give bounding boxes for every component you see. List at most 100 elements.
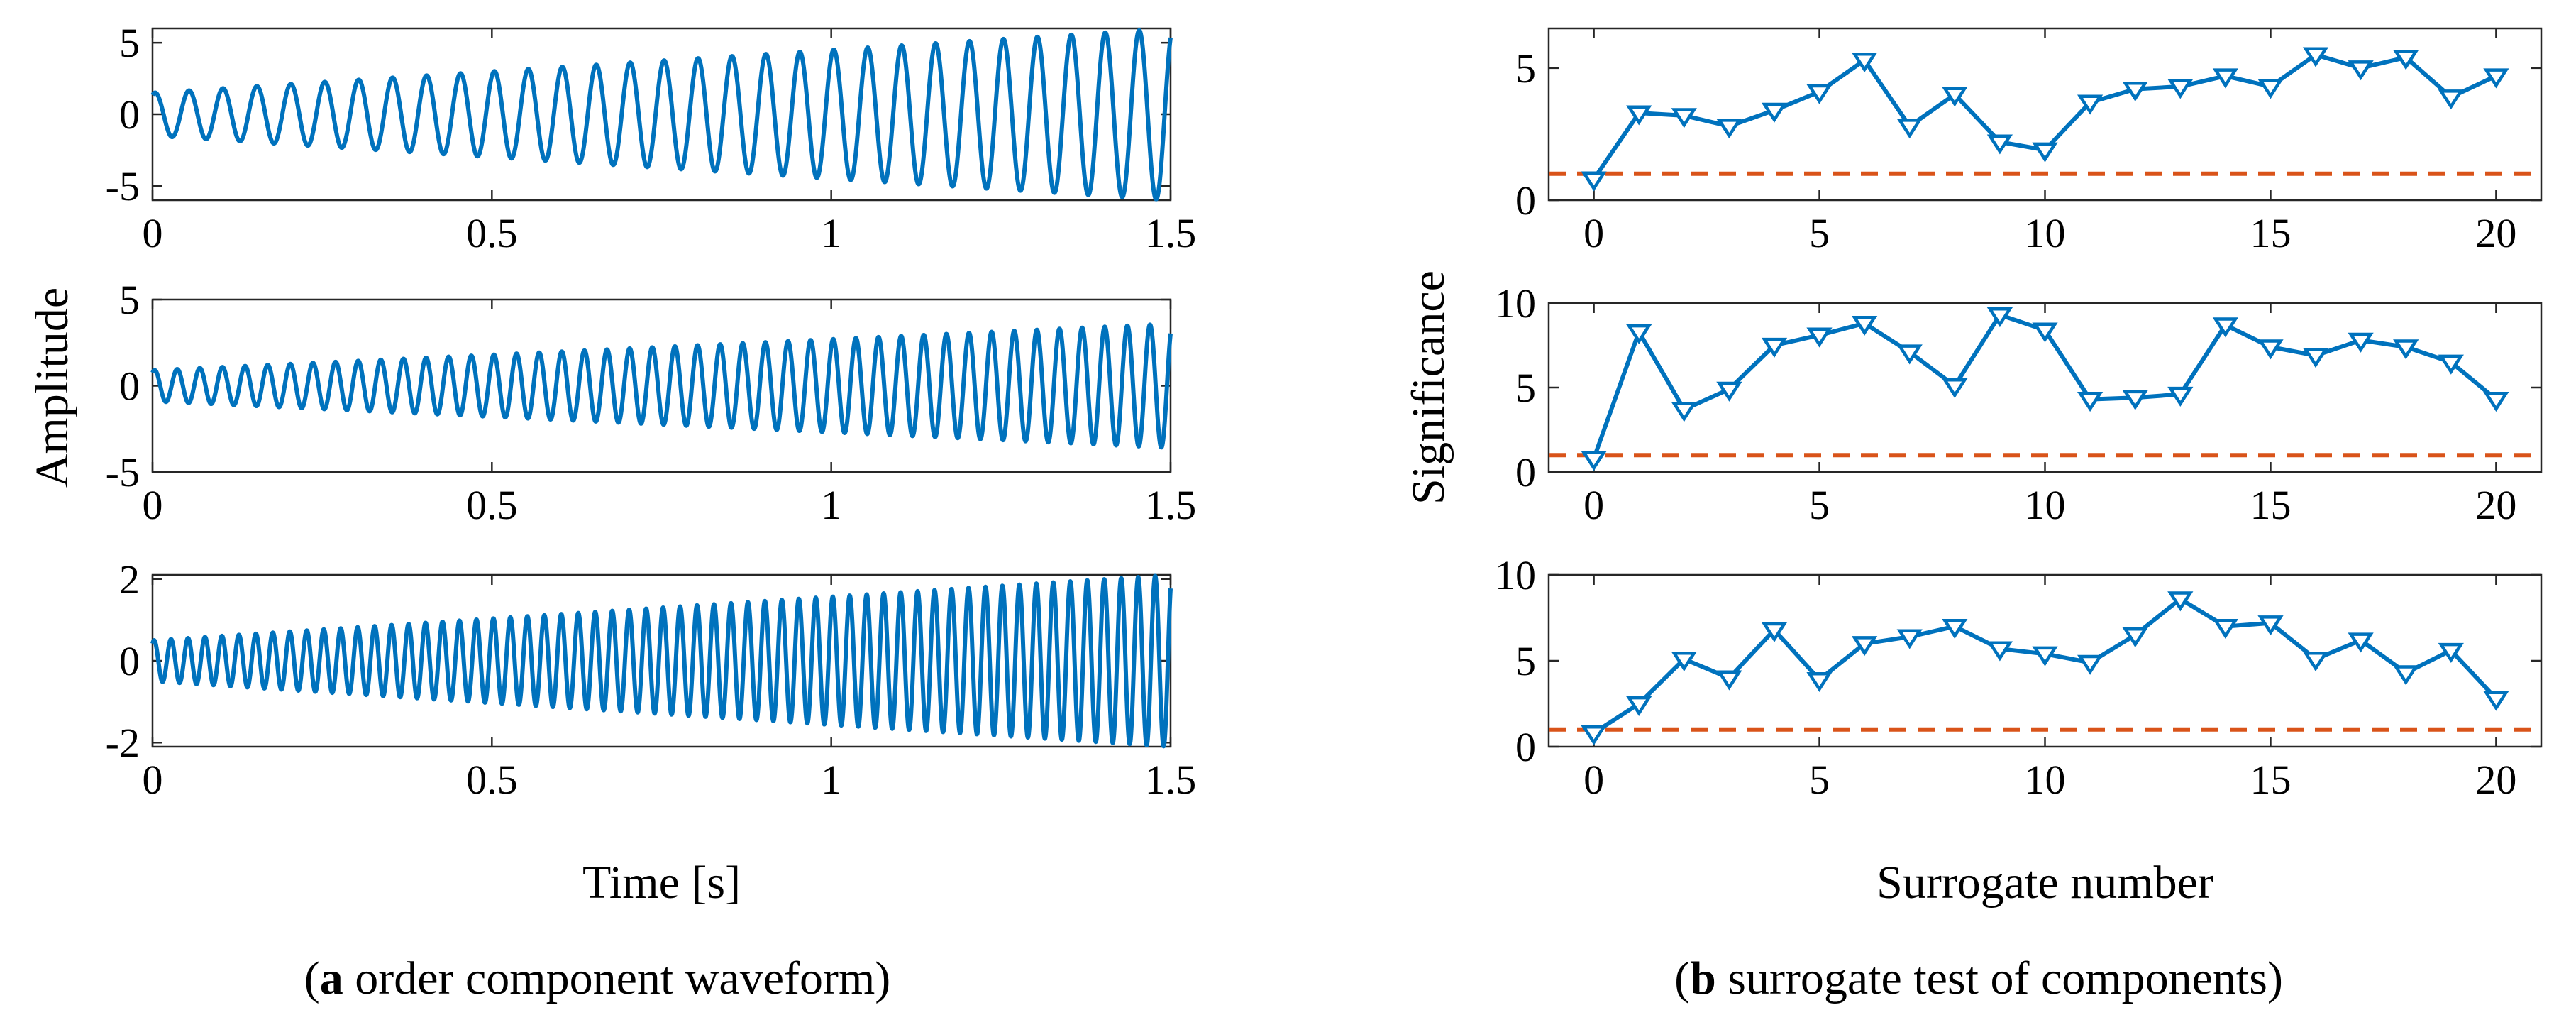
x-tick-label: 0	[1583, 210, 1604, 256]
data-point-marker	[1942, 87, 1968, 107]
y-tick-label: 5	[119, 20, 140, 66]
data-point-marker	[2483, 691, 2509, 711]
data-point-marker	[1581, 451, 1607, 471]
data-point-marker	[2302, 348, 2329, 368]
x-tick-label: 0.5	[466, 757, 518, 803]
data-point-marker	[2302, 47, 2329, 67]
data-point-marker	[2483, 68, 2509, 89]
data-point-marker	[2077, 392, 2104, 412]
data-point-marker	[2212, 317, 2239, 338]
y-tick-label: 0	[1515, 724, 1536, 770]
waveform-line	[150, 322, 1173, 450]
data-point-marker	[2032, 646, 2058, 666]
chart-b3: 0 5 10 15 20 10 5 0 Surrogate number	[1495, 552, 2543, 909]
data-point-marker	[1626, 696, 1652, 716]
data-point-marker	[2032, 322, 2058, 343]
data-point-marker	[1896, 119, 1923, 139]
y-tick-label: -2	[106, 720, 140, 766]
data-point-marker	[1851, 636, 1878, 657]
data-point-marker	[2122, 627, 2148, 648]
data-point-marker	[2348, 632, 2374, 653]
data-point-marker	[2438, 354, 2464, 375]
data-point-marker	[1671, 402, 1697, 422]
x-tick-label: 1.5	[1145, 210, 1197, 256]
x-tick-label: 0.5	[466, 482, 518, 528]
y-tick-label: 2	[119, 556, 140, 603]
waveform-line	[150, 573, 1173, 749]
x-tick-label: 20	[2475, 757, 2516, 803]
data-point-marker	[1942, 618, 1968, 640]
data-point-marker	[2257, 79, 2284, 99]
y-tick-label: 0	[119, 638, 140, 684]
data-point-marker	[2167, 591, 2194, 612]
caption-a: (a order component waveform)	[304, 953, 891, 1004]
x-tick-label: 10	[2025, 210, 2066, 256]
x-tick-label: 1	[821, 482, 841, 528]
data-point-marker	[1986, 307, 2013, 328]
data-point-marker	[2257, 339, 2284, 360]
caption-b: (b surrogate test of components)	[1674, 953, 2283, 1004]
x-tick-label: 0.5	[466, 210, 518, 256]
caption-b-text: surrogate test of components	[1716, 953, 2267, 1004]
data-point-marker	[1806, 327, 1833, 348]
data-point-marker	[1581, 171, 1607, 192]
data-point-marker	[1851, 53, 1878, 73]
data-point-marker	[1806, 84, 1833, 104]
x-tick-label: 1.5	[1145, 757, 1197, 803]
x-tick-label: 20	[2475, 210, 2516, 256]
data-point-marker	[2077, 94, 2104, 115]
x-axis-label: Time [s]	[582, 857, 741, 909]
data-point-marker	[1671, 651, 1697, 672]
data-point-marker	[2212, 68, 2239, 89]
y-axis-label: Amplitude	[26, 287, 78, 488]
x-tick-label: 0	[143, 757, 163, 803]
data-point-marker	[2167, 79, 2194, 99]
data-point-marker	[1716, 670, 1742, 691]
data-point-marker	[1761, 337, 1788, 358]
data-point-marker	[2393, 665, 2419, 686]
x-tick-label: 10	[2025, 482, 2066, 528]
waveform-line	[150, 28, 1173, 202]
data-point-marker	[1626, 105, 1652, 126]
data-point-marker	[2032, 142, 2058, 163]
y-tick-label: 10	[1495, 280, 1536, 326]
data-point-marker	[1716, 119, 1742, 139]
data-point-marker	[1761, 102, 1788, 123]
data-point-marker	[2483, 392, 2509, 412]
chart-a1: 0 0.5 1 1.550-5	[106, 20, 1197, 256]
data-point-marker	[2438, 89, 2464, 110]
y-tick-label: 5	[119, 277, 140, 323]
data-point-marker	[2393, 50, 2419, 70]
data-point-marker	[1806, 671, 1833, 693]
y-tick-label: 5	[1515, 45, 1536, 92]
data-point-marker	[1986, 134, 2013, 155]
data-point-marker	[1942, 378, 1968, 399]
x-tick-label: 5	[1809, 757, 1830, 803]
data-point-marker	[2077, 654, 2104, 675]
data-point-marker	[2122, 390, 2148, 410]
caption-a-text: order component waveform	[343, 953, 875, 1004]
data-point-marker	[1986, 641, 2013, 662]
data-point-marker	[2167, 386, 2194, 407]
x-tick-label: 0	[143, 482, 163, 528]
chart-b1: 0 5 10 15 20 5 0	[1515, 27, 2543, 256]
x-tick-label: 15	[2250, 210, 2291, 256]
x-tick-label: 0	[1583, 757, 1604, 803]
y-axis-label: Significance	[1403, 270, 1454, 505]
caption-a-letter: a	[320, 953, 343, 1004]
y-tick-label: 0	[119, 363, 140, 410]
data-point-marker	[1716, 381, 1742, 402]
y-tick-label: 5	[1515, 365, 1536, 411]
data-point-marker	[2302, 651, 2329, 672]
x-tick-label: 15	[2250, 482, 2291, 528]
chart-b2: 0 5 10 15 20 10 5 0 Significance	[1403, 270, 2543, 528]
data-point-marker	[1671, 108, 1697, 128]
data-point-marker	[2393, 339, 2419, 360]
x-tick-label: 20	[2475, 482, 2516, 528]
data-point-marker	[1896, 629, 1923, 649]
data-point-marker	[1626, 324, 1652, 344]
